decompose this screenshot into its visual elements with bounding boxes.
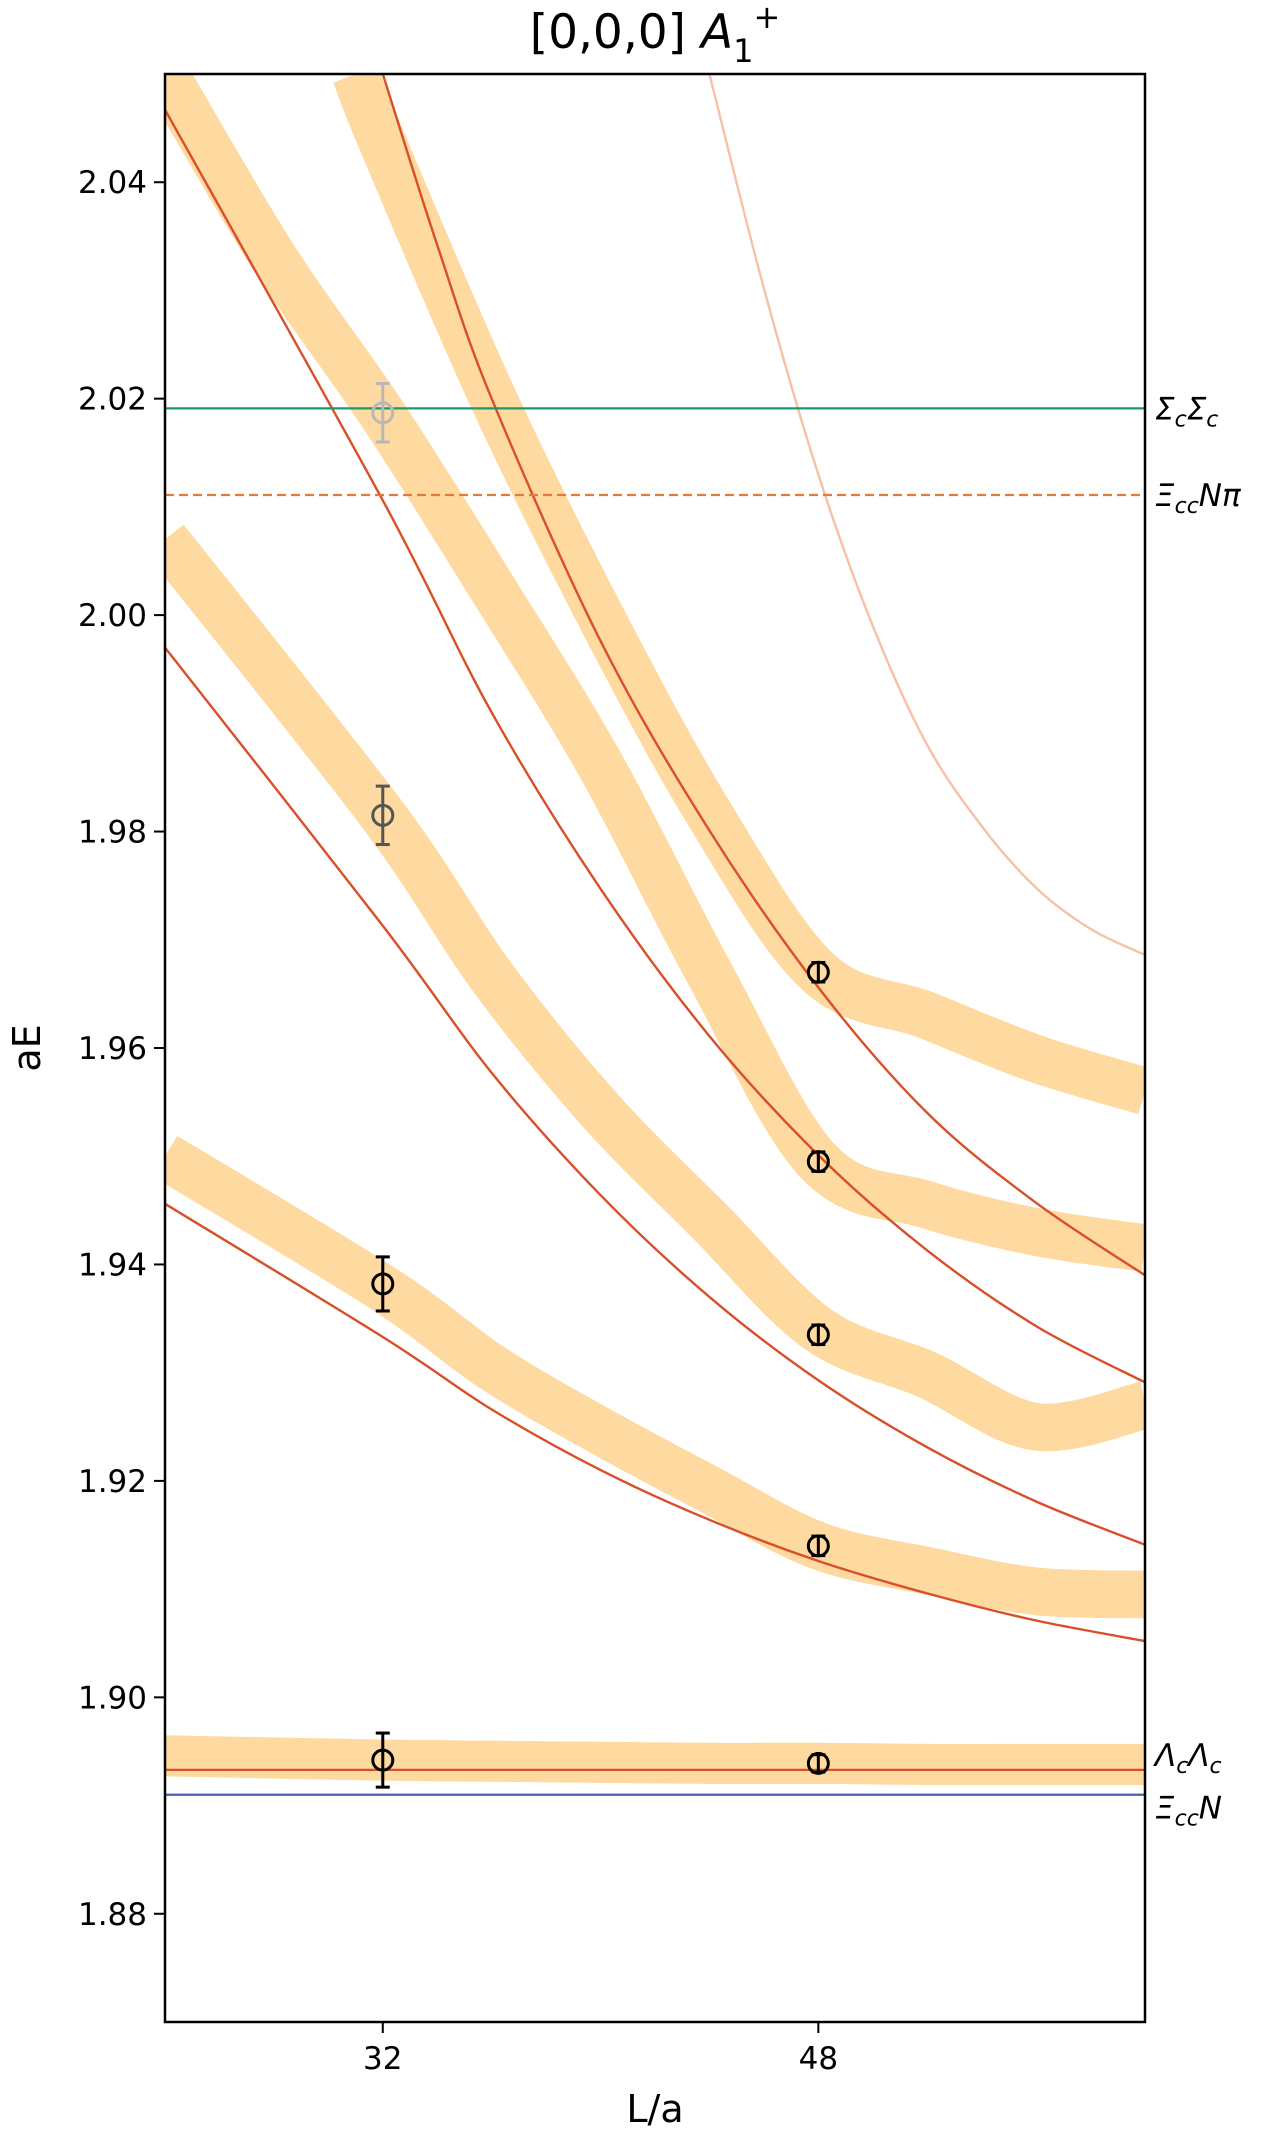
y-tick-label-1: 1.88: [78, 1897, 147, 1933]
y-tick-label-6: 1.98: [78, 815, 147, 851]
data-point-4: [371, 382, 395, 444]
x-tick-label-1: 32: [363, 2041, 402, 2077]
x-tick-label-2: 48: [799, 2041, 838, 2077]
data-point-9: [806, 960, 830, 984]
y-axis-title: aE: [5, 1024, 49, 1071]
chart-title: [0,0,0] A1+: [530, 0, 781, 70]
noninteracting-level-5: [708, 74, 1145, 956]
y-tick-label-3: 1.92: [78, 1464, 147, 1500]
data-point-2: [371, 1255, 395, 1313]
threshold-label-3: ΛcΛc: [1153, 1738, 1222, 1779]
spectrum-band-5: [333, 74, 1145, 1115]
threshold-labels: ΣcΣc ΞccNπ ΛcΛc ΞccN: [1153, 391, 1242, 1831]
y-tick-label-5: 1.96: [78, 1031, 147, 1067]
data-point-1: [371, 1731, 395, 1789]
spectrum-bands: [165, 74, 1145, 1786]
threshold-label-2: ΞccNπ: [1155, 478, 1242, 519]
noninteracting-level-4: [381, 74, 1145, 1277]
x-axis-title: L/a: [626, 2087, 683, 2131]
noninteracting-level-1: [165, 1202, 1145, 1643]
noninteracting-level-2: [165, 646, 1145, 1546]
y-tick-label-7: 2.00: [78, 598, 147, 634]
noninteracting-levels: [165, 74, 1145, 1643]
y-tick-label-2: 1.90: [78, 1680, 147, 1716]
threshold-label-1: ΣcΣc: [1155, 391, 1218, 432]
data-point-7: [806, 1323, 830, 1347]
data-point-5: [806, 1751, 830, 1775]
x-axis-ticks: 32 48: [363, 2022, 838, 2077]
data-point-6: [806, 1534, 830, 1558]
noninteracting-level-3: [165, 109, 1145, 1384]
threshold-lines: [165, 407, 1145, 1796]
spectrum-band-4: [165, 74, 1145, 1272]
data-point-3: [371, 784, 395, 847]
data-points: [371, 382, 830, 1789]
threshold-label-4: ΞccN: [1155, 1791, 1222, 1832]
spectrum-band-1: [165, 1735, 1145, 1786]
data-point-8: [806, 1150, 830, 1174]
y-tick-label-4: 1.94: [78, 1247, 147, 1283]
y-tick-label-9: 2.04: [78, 165, 147, 201]
y-axis-ticks: 1.88 1.90 1.92 1.94 1.96 1.98 2.00 2.02 2.04: [78, 165, 165, 1933]
y-tick-label-8: 2.02: [78, 382, 147, 418]
